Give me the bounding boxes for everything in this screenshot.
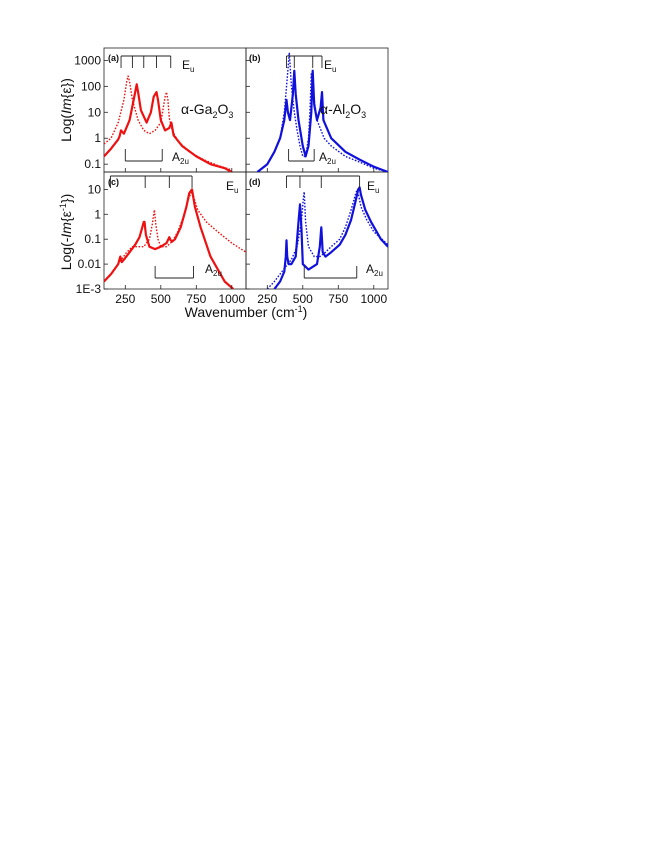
x-tick-label-c-2: 750: [186, 292, 206, 306]
series-b-solid: [256, 69, 388, 172]
x-axis-title: Wavenumber (cm-1): [185, 304, 308, 320]
y-tick-label-top-0: 0.1: [84, 157, 101, 171]
series-d-dotted: [266, 189, 388, 289]
series-c-solid: [104, 188, 234, 289]
material-label-ga2o3: α-Ga2O3: [181, 101, 233, 120]
panel-letter-b: (b): [249, 53, 261, 63]
y-tick-label-top-1: 1: [94, 131, 101, 145]
eu-label-b: Eu: [324, 58, 336, 74]
panel-letter-d: (d): [249, 177, 261, 187]
series-c-dotted: [104, 191, 246, 282]
y-axis-title-bottom: Log(-Im{ε-1}): [58, 194, 74, 271]
panel-a: [104, 55, 233, 172]
panel-d: [246, 175, 388, 290]
x-tick-label-d-3: 1000: [360, 292, 387, 306]
panel-c: [104, 175, 246, 290]
y-axis-title-top: Log(Im{ε}): [58, 78, 74, 142]
eu-label-d: Eu: [367, 179, 379, 195]
panel-letter-a: (a): [108, 53, 119, 63]
series-a-dotted: [104, 75, 233, 171]
series-a-solid: [104, 83, 233, 172]
y-tick-label-bottom-2: 0.1: [84, 232, 101, 246]
panel-b: [246, 51, 388, 172]
material-label-al2o3: α-Al2O3: [320, 101, 366, 120]
eu-label-c: Eu: [226, 179, 238, 195]
x-tick-label-d-0: 250: [257, 292, 277, 306]
y-tick-label-top-3: 100: [81, 79, 101, 93]
y-tick-label-bottom-4: 10: [88, 182, 102, 196]
panel-b-frame: [245, 47, 389, 173]
y-tick-label-bottom-0: 1E-3: [76, 282, 102, 296]
y-tick-label-top-2: 10: [88, 105, 102, 119]
y-tick-label-bottom-1: 0.01: [78, 257, 102, 271]
panel-letter-c: (c): [108, 177, 119, 187]
y-tick-label-top-4: 1000: [74, 53, 101, 67]
y-tick-label-bottom-3: 1: [94, 207, 101, 221]
x-tick-label-d-2: 750: [328, 292, 348, 306]
x-tick-label-c-0: 250: [115, 292, 135, 306]
x-tick-label-c-1: 500: [151, 292, 171, 306]
a2u-label-c: A2u: [205, 262, 222, 278]
eu-label-a: Eu: [182, 58, 194, 74]
panel-d-frame: [245, 171, 389, 290]
a2u-label-d: A2u: [366, 262, 383, 278]
a2u-label-b: A2u: [319, 150, 336, 166]
a2u-label-a: A2u: [172, 150, 189, 166]
x-tick-label-d-1: 500: [293, 292, 313, 306]
series-b-dotted: [256, 51, 388, 172]
axes: 250 500 750 1000 250 500 750 1000 0.1 1 10 100 1000 1…: [74, 53, 387, 306]
x-tick-label-c-3: 1000: [218, 292, 245, 306]
panel-c-frame: [103, 171, 247, 290]
